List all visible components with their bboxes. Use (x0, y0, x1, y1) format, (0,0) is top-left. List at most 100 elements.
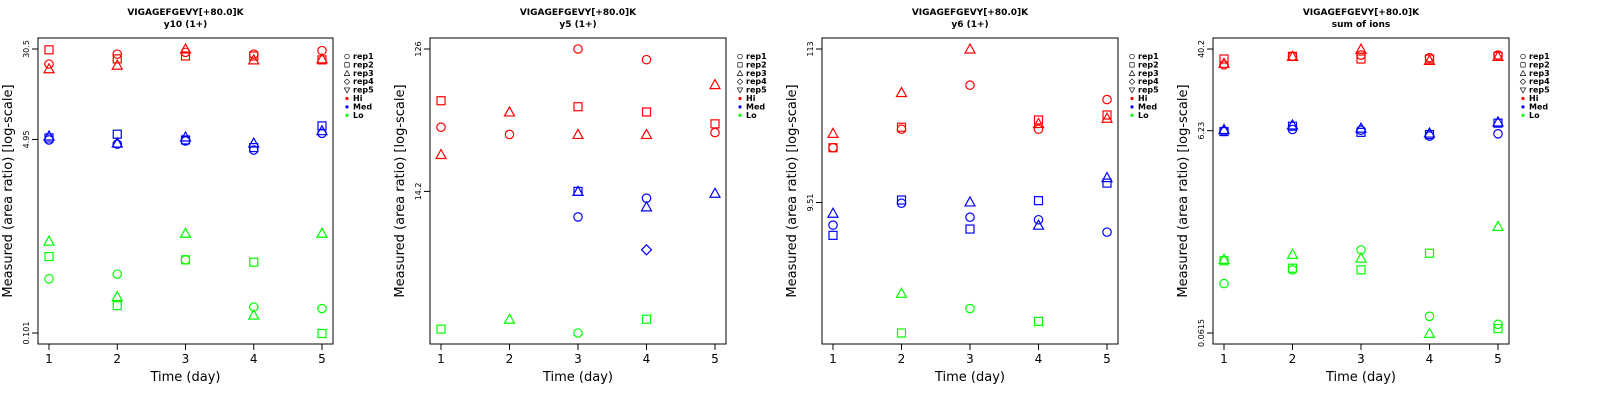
legend-marker (1520, 62, 1526, 68)
data-point-lo-rep2 (436, 324, 446, 334)
data-point-hi-rep2 (828, 143, 838, 153)
data-point-lo-rep2 (1033, 316, 1044, 326)
y-tick-label: 6.23 (1197, 122, 1206, 140)
legend-marker-rep2 (344, 62, 350, 68)
data-point-lo-rep2 (249, 257, 259, 267)
data-point-lo-rep1 (317, 303, 327, 314)
y-axis-label: Measured (area ratio) [log-scale] (393, 84, 408, 297)
panel-2: VIGAGEFGEVY[+80.0]K y5 (1+) 1 2 3 4 5 Time (day… (393, 8, 767, 385)
data-point-med-rep1 (1102, 227, 1112, 237)
data-point-lo-rep2 (317, 328, 327, 339)
data-point-hi-rep2 (180, 51, 191, 61)
legend-marker (343, 78, 351, 85)
data-point-lo-rep3 (315, 227, 329, 238)
data-point-med-rep2 (1033, 196, 1044, 206)
x-tick-label: 2 (113, 352, 121, 366)
data-point-lo-rep1 (248, 302, 259, 312)
data-point-hi-rep3 (1286, 50, 1299, 61)
legend-marker-rep5 (343, 87, 351, 94)
legend-swatch (345, 113, 349, 117)
data-point-lo-rep3 (1354, 251, 1368, 263)
data-point-hi-rep3 (963, 42, 977, 54)
data-point-hi-rep3 (111, 59, 124, 70)
data-point-med-rep1 (1033, 214, 1044, 225)
data-point-med-rep1 (965, 212, 975, 223)
legend-swatch (1521, 105, 1525, 109)
data-point-med-rep1 (896, 198, 907, 209)
data-point-med-rep3 (42, 129, 56, 141)
data-point-hi-rep3 (640, 128, 653, 140)
data-point-med-rep3 (1423, 126, 1436, 138)
legend-label: rep1 (746, 52, 767, 61)
legend-label: rep2 (353, 60, 374, 69)
data-point-hi-rep2 (44, 45, 54, 55)
legend-label: Med (1138, 102, 1157, 111)
data-point-lo-rep3 (42, 234, 56, 246)
x-tick-label: 3 (574, 352, 582, 366)
chart-title: VIGAGEFGEVY[+80.0]K (912, 8, 1029, 18)
data-point-med-rep2 (896, 195, 907, 205)
data-point-hi-rep3 (571, 128, 585, 140)
data-point-lo-rep2 (44, 251, 54, 262)
legend-label: Med (353, 102, 372, 111)
x-tick-label: 5 (1103, 352, 1111, 366)
chart-subtitle: y6 (1+) (951, 20, 988, 30)
legend-marker-rep3 (1128, 69, 1136, 76)
x-tick-label: 3 (966, 352, 974, 366)
data-point-lo-rep3 (247, 308, 260, 320)
data-point-med-rep1 (1493, 129, 1503, 139)
legend-label: Hi (353, 94, 363, 103)
legend-label: Med (1529, 102, 1548, 111)
data-point-hi-rep1 (436, 122, 446, 132)
legend-marker-rep2 (1520, 62, 1526, 68)
chart-title: VIGAGEFGEVY[+80.0]K (520, 8, 637, 18)
x-axis-label: Time (day) (542, 370, 613, 385)
legend-label: Lo (1529, 111, 1540, 120)
data-point-lo-rep3 (111, 290, 124, 302)
y-axis-label: Measured (area ratio) [log-scale] (1176, 84, 1191, 297)
data-point-med-rep2 (965, 224, 975, 234)
legend-label: Hi (1138, 94, 1148, 103)
legend-marker-rep2 (737, 62, 743, 68)
chart-subtitle: y10 (1+) (164, 20, 208, 30)
y-tick-label: 113 (806, 41, 815, 56)
legend-label: Hi (1529, 94, 1539, 103)
data-point-hi-rep3 (42, 62, 56, 74)
data-point-med-rep3 (179, 130, 192, 142)
legend-marker-rep4 (1519, 78, 1527, 85)
data-point-hi-rep1 (1033, 124, 1044, 135)
x-axis-label: Time (day) (1325, 370, 1396, 385)
data-point-lo-rep1 (965, 303, 975, 314)
legend-swatch (738, 96, 742, 101)
legend-swatch (1521, 96, 1525, 101)
data-point-hi-rep1 (710, 127, 720, 138)
y-tick-label: 0.0615 (1197, 319, 1206, 347)
y-axis-label: Measured (area ratio) [log-scale] (785, 84, 800, 297)
data-point-hi-rep2 (710, 119, 720, 129)
x-tick-label: 4 (1426, 352, 1434, 366)
y-tick-label: 40.2 (1197, 40, 1206, 58)
legend-marker (736, 69, 744, 76)
legend-swatch (738, 105, 742, 109)
data-point-med-rep3 (708, 187, 722, 198)
data-point-med-rep2 (828, 230, 838, 240)
data-point-med-rep3 (1354, 121, 1368, 133)
legend-marker (1129, 62, 1135, 68)
data-point-med-rep3 (571, 185, 585, 196)
legend-marker-rep5 (1128, 87, 1136, 94)
data-point-lo-rep2 (641, 314, 652, 324)
legend-label: rep4 (746, 77, 767, 86)
data-point-hi-rep3 (503, 105, 516, 117)
legend-marker-rep4 (736, 78, 744, 85)
data-point-lo-rep1 (573, 328, 583, 338)
data-point-med-rep3 (1100, 171, 1114, 183)
data-point-hi-rep3 (708, 78, 722, 90)
data-point-med-rep4 (640, 243, 653, 256)
legend-label: rep3 (1529, 69, 1550, 78)
data-point-lo-rep1 (180, 255, 191, 265)
y-tick-label: 14.2 (414, 182, 423, 200)
legend-label: rep2 (1138, 60, 1159, 69)
legend-marker (343, 87, 351, 94)
legend-swatch (1130, 96, 1134, 101)
x-tick-label: 3 (182, 352, 190, 366)
